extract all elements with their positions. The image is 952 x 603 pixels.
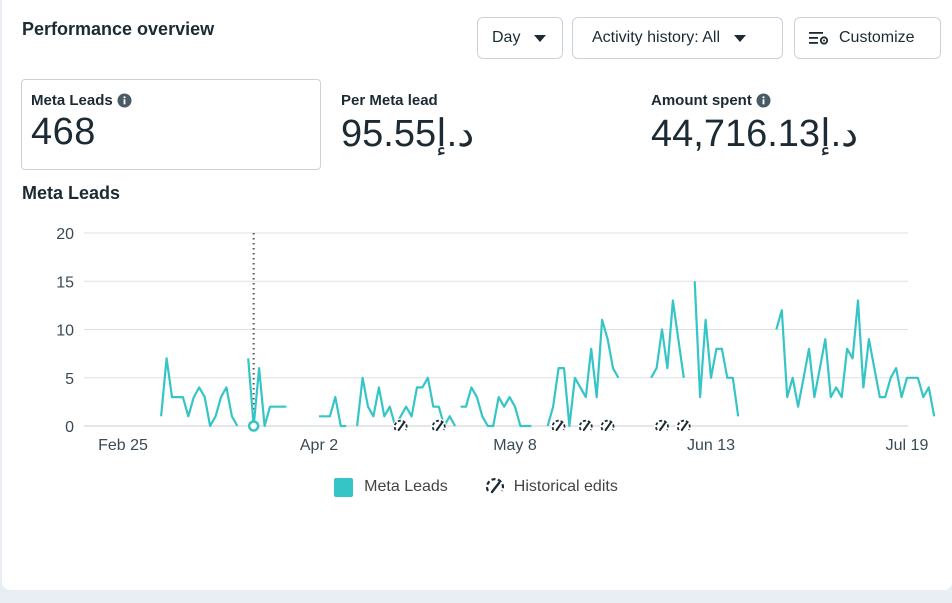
x-tick-label: Jul 19 — [886, 437, 929, 454]
historical-edit-icon-arc — [393, 419, 408, 431]
historical-edit-icon[interactable] — [600, 418, 616, 434]
x-tick-label: Jun 13 — [687, 437, 735, 454]
info-icon[interactable] — [756, 93, 771, 108]
metric-label: Per Meta lead — [341, 92, 438, 109]
historical-edit-icon-needle — [555, 422, 563, 431]
historical-edit-icon-needle — [397, 422, 405, 431]
series-line[interactable] — [160, 357, 239, 428]
historical-edit-icon[interactable] — [578, 418, 594, 434]
chart-title: Meta Leads — [22, 183, 121, 203]
day-dropdown-label: Day — [492, 29, 521, 46]
y-tick-label: 5 — [65, 371, 74, 388]
historical-edit-icon-arc — [600, 419, 615, 431]
y-tick-label: 15 — [56, 274, 74, 291]
metric-amount-spent[interactable]: Amount spent 44,716.13د.إ — [651, 92, 858, 156]
hover-point[interactable] — [247, 420, 260, 432]
historical-edit-icon-needle — [659, 422, 666, 431]
historical-edit-icon-needle — [435, 422, 443, 431]
day-dropdown[interactable]: Day — [477, 17, 563, 59]
metric-meta-leads[interactable]: Meta Leads 468 — [31, 92, 132, 154]
caret-down-icon — [734, 34, 747, 42]
historical-edit-icon[interactable] — [393, 418, 409, 434]
x-tick-label: May 8 — [493, 437, 537, 454]
info-icon[interactable] — [117, 93, 132, 108]
caret-down-icon — [534, 34, 547, 42]
customize-label: Customize — [839, 29, 915, 46]
historical-edit-icon[interactable] — [676, 418, 692, 434]
series-line[interactable] — [247, 358, 287, 428]
y-tick-label: 20 — [56, 226, 74, 243]
series-line[interactable] — [546, 318, 620, 428]
metric-label: Meta Leads — [31, 92, 113, 109]
x-tick-label: Feb 25 — [98, 437, 148, 454]
y-tick-label: 10 — [56, 323, 74, 340]
historical-edit-icon-arc — [431, 419, 446, 431]
chart-legend: Meta Leads Historical edits — [0, 476, 952, 498]
metric-label: Amount spent — [651, 92, 752, 109]
series-line[interactable] — [693, 281, 740, 417]
historical-edit-icon-arc — [578, 419, 593, 431]
series-line[interactable] — [460, 386, 532, 428]
x-tick-label: Apr 2 — [300, 437, 338, 454]
series-line[interactable] — [650, 299, 685, 379]
legend-swatch — [334, 477, 354, 497]
legend-label: Meta Leads — [364, 478, 448, 495]
activity-history-dropdown[interactable]: Activity history: All — [572, 17, 783, 59]
legend-label: Historical edits — [513, 478, 618, 495]
customize-settings-icon — [809, 30, 829, 46]
meta-leads-line-chart[interactable]: 0 5 10 15 20 Feb 25 Apr 2 May 8 Jun 13 Jul 19 — [0, 215, 952, 465]
historical-edit-icon[interactable] — [654, 418, 670, 434]
historical-edit-icon-needle — [604, 422, 612, 431]
legend-item-meta-leads[interactable]: Meta Leads — [334, 477, 448, 497]
historical-edit-icon — [484, 476, 506, 498]
historical-edit-icon[interactable] — [431, 418, 447, 434]
historical-edit-icon-arc — [655, 419, 669, 431]
y-tick-label: 0 — [65, 419, 74, 436]
series-line[interactable] — [775, 299, 936, 417]
page-title: Performance overview — [22, 19, 215, 39]
activity-history-label: Activity history: All — [592, 29, 721, 46]
metric-value: 468 — [31, 111, 96, 153]
historical-edit-icon-needle — [680, 422, 688, 431]
metric-per-meta-lead[interactable]: Per Meta lead 95.55د.إ — [341, 92, 474, 156]
metric-value: 44,716.13د.إ — [651, 113, 859, 155]
historical-edit-icon-arc — [551, 419, 566, 431]
metric-value: 95.55د.إ — [341, 113, 475, 155]
legend-item-historical-edits[interactable]: Historical edits — [484, 476, 618, 498]
series-line[interactable] — [319, 396, 347, 428]
historical-edit-icon-arc — [676, 419, 691, 431]
customize-button[interactable]: Customize — [794, 17, 941, 59]
historical-edit-icon[interactable] — [551, 418, 567, 434]
performance-overview-card — [2, 0, 952, 590]
historical-edit-icon-needle — [582, 422, 590, 431]
series-line[interactable] — [356, 376, 457, 428]
selected-metric-box[interactable] — [21, 79, 321, 170]
